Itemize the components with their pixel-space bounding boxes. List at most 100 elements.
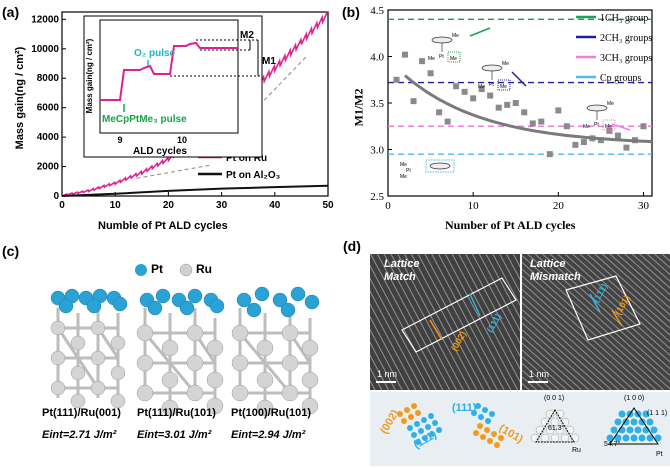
y-tick-label: 8000 xyxy=(37,73,60,84)
x-tick-label: 10 xyxy=(468,200,480,212)
data-point xyxy=(487,92,494,99)
ru-angle-label: 61.3° xyxy=(548,425,565,432)
me-group-label: Me xyxy=(607,101,614,107)
data-point xyxy=(572,141,579,148)
inset-x-tick-9: 9 xyxy=(117,135,122,145)
fit-curve xyxy=(404,74,653,144)
schematic-mismatch-dots xyxy=(471,403,504,448)
molecule-3ch3: Pt Me Me Me xyxy=(583,101,616,131)
y-tick-label: 2000 xyxy=(37,162,60,173)
data-point xyxy=(580,139,587,146)
legend-pt-sphere xyxy=(135,264,147,276)
chart-a-ylabel: Mass gain(ng / cm²) xyxy=(14,46,26,150)
data-point xyxy=(410,98,417,105)
inset-curve xyxy=(100,41,238,101)
inset-precursor-label: MeCpPtMe₃ pulse xyxy=(102,114,187,125)
data-point xyxy=(606,127,613,134)
structure-2-name: Pt(111)/Ru(101) xyxy=(137,407,216,419)
chart-b-xlabel: Number of Pt ALD cycles xyxy=(445,218,576,232)
legend-label: 3CH₃ groups xyxy=(600,53,652,64)
highlight-box xyxy=(497,79,511,91)
chart-a-xlabel: Numble of Pt ALD cycles xyxy=(98,220,228,232)
data-point xyxy=(427,70,434,77)
cp-ring-icon xyxy=(429,162,451,170)
data-point xyxy=(563,123,570,130)
x-tick-label: 20 xyxy=(553,200,565,212)
x-tick-label: 50 xyxy=(322,200,334,211)
tem-left-title-1: Lattice xyxy=(384,258,420,270)
molecule-2ch3: Pt Me Me Me xyxy=(478,61,511,91)
data-point xyxy=(546,151,553,158)
pt-top-label: (1 0 0) xyxy=(624,395,645,402)
cp-ring-icon xyxy=(431,36,453,44)
inset-m2-label: M2 xyxy=(240,30,254,41)
me-group-label: Me xyxy=(452,33,459,39)
structure-pt100-ru101 xyxy=(231,286,320,417)
ru-unit-cell xyxy=(530,409,580,443)
chart-b: 0 10 20 30 2.5 3.0 3.5 4.0 4.5 1CH₃ group 2CH₃ gro… xyxy=(370,5,653,212)
legend-ru-label: Ru xyxy=(196,262,212,276)
data-point xyxy=(470,95,477,102)
y-tick-label: 12000 xyxy=(31,14,59,25)
panel-label-b: (b) xyxy=(342,4,360,20)
panel-c-structures xyxy=(50,263,320,417)
plot-frame-a xyxy=(61,11,329,197)
x-tick-label: 10 xyxy=(110,200,122,211)
structure-3-name: Pt(100)/Ru(101) xyxy=(231,407,312,419)
series-line-pt-on-al2o3 xyxy=(61,184,329,197)
legend-label-ru: Pt on Ru xyxy=(226,153,267,164)
data-point xyxy=(555,107,562,114)
panel-label-d: (d) xyxy=(343,238,361,254)
inset-xlabel: ALD cycles xyxy=(133,146,187,157)
y-tick-label: 10000 xyxy=(31,44,59,55)
me-group-label: Me xyxy=(478,84,485,90)
tem-right-title-2: Mismatch xyxy=(530,271,581,283)
legend-ru-sphere xyxy=(179,263,193,277)
x-tick-label: 0 xyxy=(59,200,65,211)
data-point xyxy=(495,104,502,111)
structure-pt111-ru101 xyxy=(136,288,225,417)
me-group-label: Me xyxy=(428,56,435,62)
data-point xyxy=(453,83,460,90)
structure-3-eint: Eint=2.94 J/m² xyxy=(231,429,306,441)
cp-ring-icon xyxy=(481,64,503,72)
y-tick-label: 0 xyxy=(53,191,59,202)
slope-guide-late xyxy=(263,55,308,101)
cp-ring-icon xyxy=(586,104,608,112)
arrow-3ch3 xyxy=(611,123,631,131)
me-group-label: Me xyxy=(450,56,457,62)
me-group-label: Me xyxy=(605,124,612,130)
inset-o2-pulse-label: O₂ pulse xyxy=(134,48,176,59)
inset-x-tick-10: 10 xyxy=(177,135,187,145)
pt-atom-label: Pt xyxy=(439,54,444,60)
y-tick-label: 3.5 xyxy=(370,98,384,110)
panel-d-tem xyxy=(370,254,670,466)
pt-atom-label: Pt xyxy=(594,122,599,128)
structure-1-eint: Eint=2.71 J/m² xyxy=(42,429,117,441)
schematic-label-s2a: (111) xyxy=(452,402,477,414)
panel-label-c: (c) xyxy=(2,243,20,259)
tem-right-title-1: Lattice xyxy=(530,258,566,270)
pt-right-label: (1 1 1) xyxy=(647,410,668,417)
highlight-box xyxy=(425,159,455,173)
chart-a: 0 10 20 30 40 50 0 2000 4000 6000 8000 10000 12000 Pt… xyxy=(31,11,334,211)
data-point xyxy=(402,51,409,58)
arrow-2ch3 xyxy=(511,71,527,87)
me-group-label: Me xyxy=(400,162,407,168)
scale-bar-left-label: 1 nm xyxy=(377,369,398,379)
y-tick-label: 2.5 xyxy=(370,191,384,203)
structure-pt111-ru001 xyxy=(50,288,128,409)
data-point xyxy=(521,109,528,116)
roi-box-match xyxy=(401,277,517,353)
data-point xyxy=(393,76,400,83)
data-point xyxy=(504,101,511,108)
data-point xyxy=(623,144,630,151)
legend-label-al2o3: Pt on Al₂O₃ xyxy=(226,170,281,181)
y-tick-label: 4.0 xyxy=(370,52,384,64)
y-tick-label: 6000 xyxy=(37,103,60,114)
ru-element-label: Ru xyxy=(572,447,581,454)
roi-box-mismatch xyxy=(565,275,641,341)
highlight-box xyxy=(447,51,461,63)
pt-angle-label: 54.7° xyxy=(604,441,621,448)
